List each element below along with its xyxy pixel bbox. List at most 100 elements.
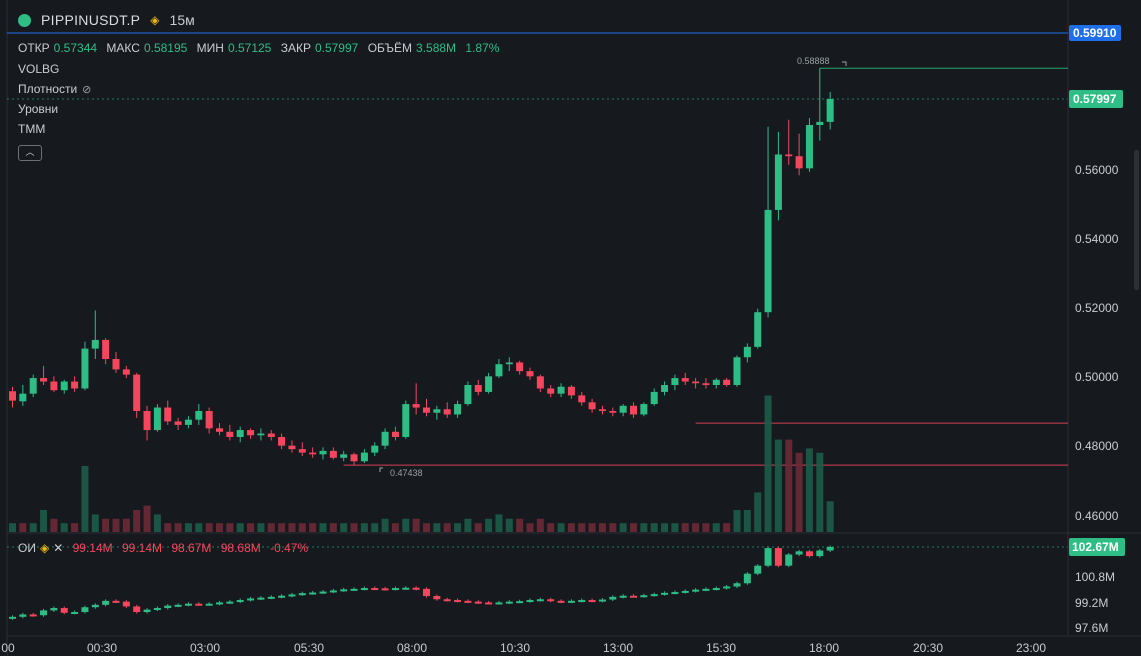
oi-value: 99.14M [121,541,163,555]
oi-last-value: 102.67M [1072,540,1119,554]
oi-candle-body [329,590,337,593]
volume-label: ОБЪЁМ [367,41,413,55]
volume-bar [598,523,606,532]
oi-candle-body [226,601,234,604]
time-axis[interactable]: 00 00:30 03:00 05:30 08:00 10:30 13:00 1… [1,641,1046,655]
symbol-header[interactable]: PIPPINUSDT.P ◈ 15м [18,12,195,28]
last-price-badge [1069,90,1123,108]
candle-body [464,385,472,405]
volume-bar [816,452,824,532]
indicator-densities[interactable]: Плотности ⊘ [18,82,91,96]
volume-bar [454,523,462,532]
candle-body [588,402,596,410]
price-tick: 0.52000 [1075,301,1119,315]
oi-candle-body [423,588,430,597]
candle-body [402,404,410,437]
volume-bar [785,439,793,532]
candle-body [184,419,192,425]
indicator-tmm[interactable]: TMM [18,122,46,136]
volume-bar [9,523,16,532]
candle-body [112,359,120,370]
volume-bar [29,523,37,532]
candle-body [350,454,358,462]
oi-candle-body [133,606,141,613]
volume-bar [712,523,720,532]
volume-bar [278,523,286,532]
oi-candle-body [174,604,182,607]
volume-bar [743,510,751,532]
candle-body [754,312,762,347]
volume-bar [195,523,203,532]
oi-candle-body [164,605,172,609]
oi-candle-body [443,599,451,602]
candle-body [29,378,37,394]
oi-candle-body [102,600,110,605]
candle-body [795,156,803,169]
eye-slash-icon[interactable]: ⊘ [82,84,92,96]
price-tick: 0.50000 [1075,370,1119,384]
levels-layer [343,67,1068,466]
volume-bar [381,518,389,532]
time-tick: 05:30 [294,641,324,655]
volume-bar [702,523,710,532]
oi-legend: ОИ ◈ ✕ 99.14M 99.14M 98.67M 98.68M -0.47% [18,541,314,555]
candle-body [774,154,782,210]
oi-candle-body [454,600,462,603]
candle-body [816,121,824,125]
oi-candle-body [50,608,58,611]
oi-candle-body [298,593,306,596]
oi-candle-body [288,594,296,597]
oi-candle-body [464,600,472,603]
volume-bar [350,523,358,532]
volume-bar [50,518,58,532]
oi-candle-body [650,594,658,597]
volume-bar [153,514,161,532]
candle-body [236,430,244,437]
candle-body [785,154,793,157]
volume-bar [826,501,834,532]
price-axis-scrollbar[interactable] [1134,150,1139,290]
oi-last-badge [1069,538,1125,556]
candle-body [485,376,493,392]
close-value: 0.57997 [314,41,359,55]
indicator-levels[interactable]: Уровни [18,102,59,116]
exchange-diamond-icon: ◈ [39,541,50,555]
high-value: 0.58195 [143,41,188,55]
symbol-name[interactable]: PIPPINUSDT.P [41,12,141,28]
volume-bar [671,523,679,532]
chevron-up-icon[interactable]: ︿ [18,145,42,161]
ohlc-legend: ОТКР 0.57344 МАКС 0.58195 МИН 0.57125 ЗАКР 0… [18,41,505,55]
close-icon[interactable]: ✕ [53,541,64,555]
candle-body [360,452,368,462]
oi-value: 99.14M [72,541,113,555]
oi-candle-body [516,601,524,604]
oi-candle-body [723,586,731,589]
timeframe-label[interactable]: 15м [169,12,195,28]
candle-body [536,376,544,389]
low-marker-tick [379,467,383,472]
oi-candle-body [702,588,710,591]
price-axis[interactable]: 0.56000 0.54000 0.52000 0.50000 0.48000 … [1075,163,1119,523]
candle-body [247,430,255,436]
time-tick: 08:00 [397,641,427,655]
volume-bar [102,518,110,532]
candle-body [712,379,720,385]
indicator-volbg[interactable]: VOLBG [18,62,60,76]
candle-body [257,433,265,436]
volume-value: 3.588M [416,41,457,55]
oi-candle-body [267,596,275,599]
oi-candle-body [184,603,192,606]
oi-candle-body [19,614,27,617]
candle-body [174,421,182,425]
oi-candle-body [671,592,679,595]
volume-bar [412,518,420,532]
volume-bar [112,518,120,532]
candle-body [692,381,700,384]
oi-candle-body [764,548,772,566]
oi-candle-body [153,608,161,611]
oi-axis[interactable]: 100.8M 99.2M 97.6M [1075,570,1115,635]
oi-candle-body [143,609,151,613]
volume-bar [19,523,27,532]
